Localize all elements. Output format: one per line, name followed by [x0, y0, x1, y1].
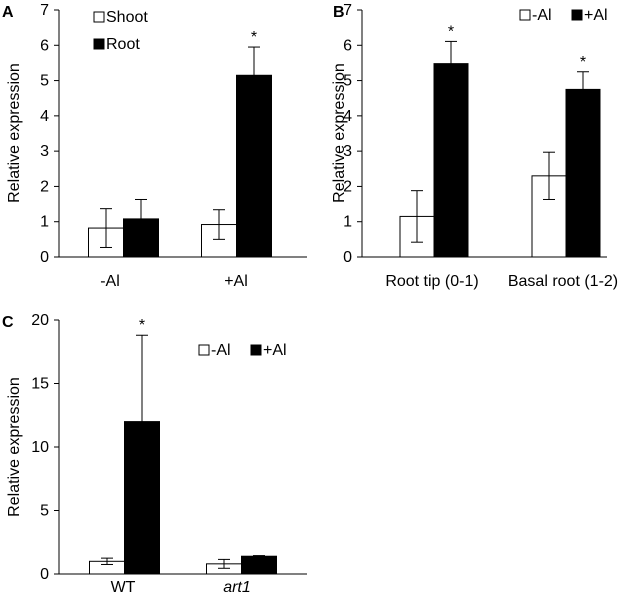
bar-a-s0-c1 — [201, 224, 237, 258]
legend-label-c-0: -Al — [211, 342, 231, 359]
y-tick-label-c-0: 0 — [40, 566, 49, 583]
y-tick-label-a-6: 6 — [40, 37, 49, 54]
bar-c-s1-c1 — [241, 555, 277, 575]
legend-swatch-a-0 — [93, 11, 105, 23]
y-tick-label-c-10: 10 — [31, 439, 49, 456]
category-label-a-0: -Al — [100, 273, 120, 290]
y-tick-label-c-15: 15 — [31, 376, 49, 393]
y-tick-label-b-4: 4 — [343, 108, 352, 125]
category-label-b-0: Root tip (0-1) — [385, 273, 478, 290]
significance-star-b-1: * — [580, 54, 586, 71]
y-tick-label-b-0: 0 — [343, 249, 352, 266]
category-label-c-1: art1 — [223, 579, 251, 596]
panel-label-b: B — [333, 4, 345, 21]
legend-label-b-1: +Al — [584, 7, 608, 24]
legend-swatch-c-1 — [250, 344, 262, 356]
y-tick-label-c-5: 5 — [40, 503, 49, 520]
bar-a-s1-c1 — [236, 74, 272, 258]
y-tick-label-a-0: 0 — [40, 249, 49, 266]
y-tick-label-c-20: 20 — [31, 312, 49, 329]
panel-c: C 0 5 10 15 20 Relative expression * WT art1 -Al +A… — [2, 312, 307, 596]
legend-swatch-b-0 — [519, 9, 531, 21]
y-tick-label-b-3: 3 — [343, 143, 352, 160]
bar-b-s1-c0 — [433, 63, 469, 258]
y-tick-label-b-6: 6 — [343, 37, 352, 54]
bar-b-s1-c1 — [565, 88, 601, 258]
legend-label-c-1: +Al — [263, 342, 287, 359]
y-axis-title-a: Relative expression — [6, 63, 23, 203]
legend-swatch-a-1 — [93, 38, 105, 50]
y-tick-label-b-2: 2 — [343, 178, 352, 195]
significance-star-b-0: * — [448, 23, 454, 40]
y-tick-label-a-5: 5 — [40, 73, 49, 90]
panel-label-c: C — [2, 314, 14, 331]
legend-swatch-c-0 — [198, 344, 210, 356]
y-tick-label-a-4: 4 — [40, 108, 49, 125]
y-tick-label-a-2: 2 — [40, 178, 49, 195]
category-label-c-0: WT — [111, 579, 136, 596]
panel-label-a: A — [2, 4, 14, 21]
significance-star-c-0: * — [139, 317, 145, 334]
category-label-b-1: Basal root (1-2) — [508, 273, 618, 290]
y-tick-label-b-7: 7 — [343, 2, 352, 19]
legend-label-a-1: Root — [106, 36, 140, 53]
y-tick-label-a-7: 7 — [40, 2, 49, 19]
y-axis-title-b: Relative expression — [331, 63, 348, 203]
y-axis-title-c: Relative expression — [6, 377, 23, 517]
y-tick-label-a-1: 1 — [40, 214, 49, 231]
significance-star-a-0: * — [251, 29, 257, 46]
panel-a: A 0 1 2 3 4 5 6 7 Relative expression * -Al +Al Shoot… — [2, 2, 307, 290]
category-label-a-1: +Al — [224, 273, 248, 290]
legend-swatch-b-1 — [571, 9, 583, 21]
y-tick-label-a-3: 3 — [40, 143, 49, 160]
y-tick-label-b-5: 5 — [343, 73, 352, 90]
panel-b: B 0 1 2 3 4 5 6 7 Relative expression * * Root tip (… — [331, 2, 618, 290]
legend-label-b-0: -Al — [532, 7, 552, 24]
legend-label-a-0: Shoot — [106, 9, 148, 26]
y-tick-label-b-1: 1 — [343, 214, 352, 231]
